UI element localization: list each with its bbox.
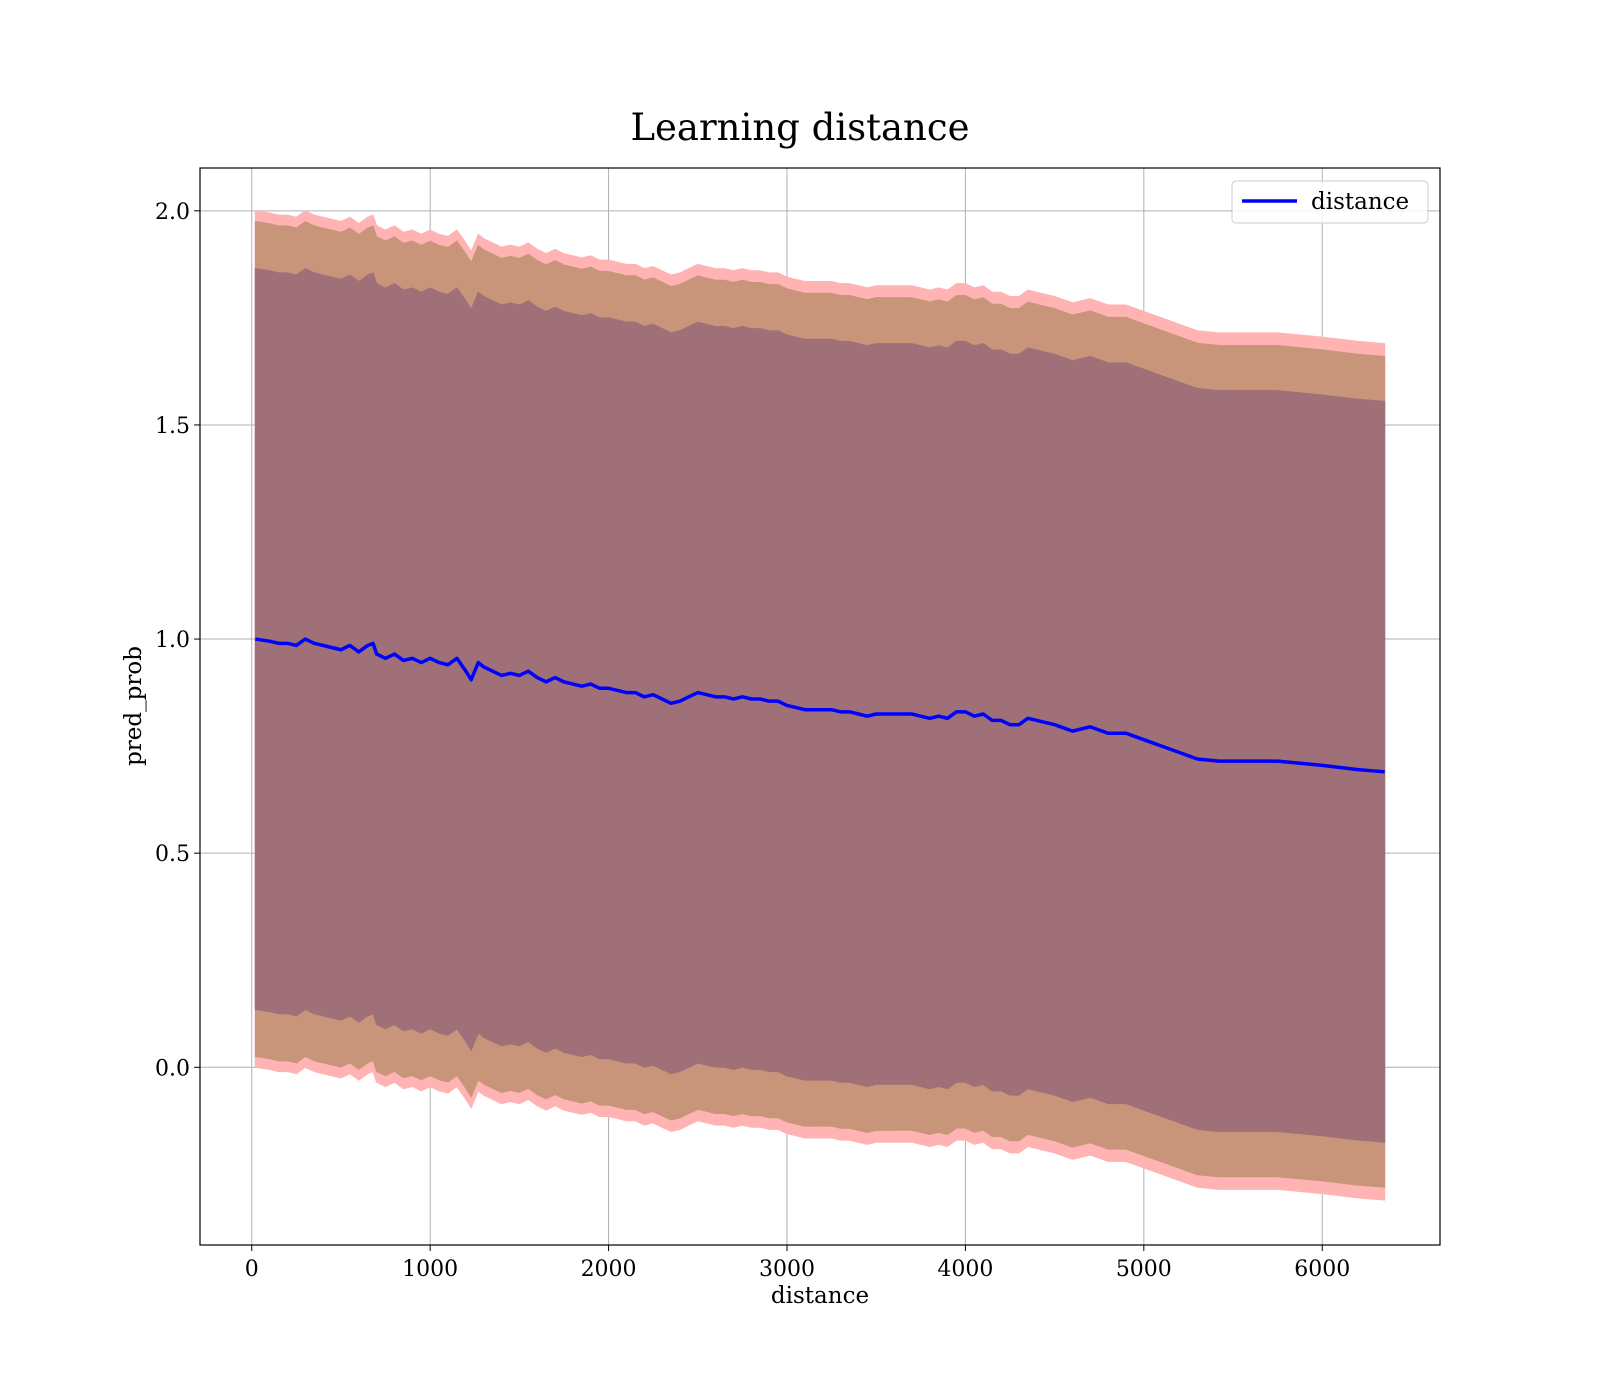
line-layer <box>255 637 1385 774</box>
x-tick-label: 1000 <box>402 1257 458 1282</box>
y-tick-label: 0.0 <box>155 1056 190 1081</box>
y-axis-label: pred_prob <box>121 646 147 766</box>
plot-frame <box>199 167 1441 1246</box>
x-axis-label: distance <box>771 1283 869 1309</box>
y-tick-label: 1.0 <box>155 628 190 653</box>
y-tick-label: 1.5 <box>155 414 190 439</box>
x-tick-label: 6000 <box>1294 1257 1350 1282</box>
chart-title: Learning distance <box>630 106 969 149</box>
band-inner <box>254 268 1386 1143</box>
x-tick-label: 4000 <box>937 1257 993 1282</box>
y-tick-label: 2.0 <box>155 200 190 225</box>
band-layer <box>254 210 1386 1201</box>
legend-label-distance: distance <box>1311 189 1409 215</box>
x-tick-label: 3000 <box>759 1257 815 1282</box>
y-tick-label: 0.5 <box>155 842 190 867</box>
legend: distance <box>1231 180 1429 224</box>
legend-box <box>1231 180 1429 224</box>
x-tick-label: 2000 <box>581 1257 637 1282</box>
tick-layer: 0 1000 2000 3000 4000 5000 6000 0.0 0.5 1.0 1.5 2.0 <box>155 200 1350 1282</box>
x-tick-label: 0 <box>245 1257 259 1282</box>
x-tick-label: 5000 <box>1116 1257 1172 1282</box>
series-line-distance <box>255 637 1385 774</box>
